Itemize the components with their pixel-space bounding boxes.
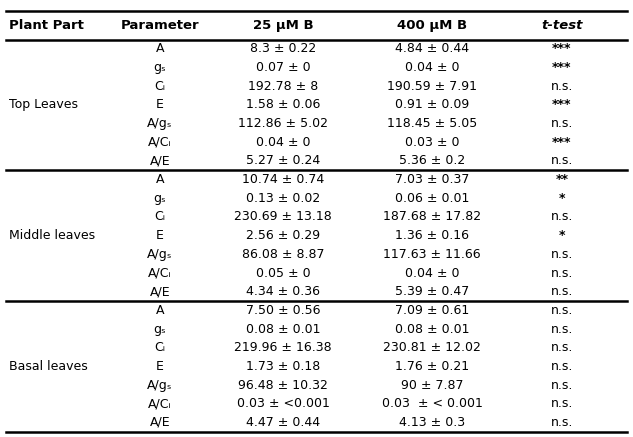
Text: gₛ: gₛ	[154, 323, 166, 336]
Text: Parameter: Parameter	[120, 19, 199, 32]
Text: n.s.: n.s.	[551, 304, 573, 317]
Text: 1.73 ± 0.18: 1.73 ± 0.18	[246, 360, 320, 373]
Text: 0.08 ± 0.01: 0.08 ± 0.01	[395, 323, 469, 336]
Text: 0.03 ± 0: 0.03 ± 0	[404, 136, 460, 149]
Text: 90 ± 7.87: 90 ± 7.87	[401, 378, 463, 392]
Text: 7.03 ± 0.37: 7.03 ± 0.37	[395, 173, 469, 186]
Text: 0.03  ± < 0.001: 0.03 ± < 0.001	[382, 397, 482, 410]
Text: ***: ***	[552, 42, 572, 55]
Text: A/E: A/E	[149, 285, 170, 298]
Text: 1.58 ± 0.06: 1.58 ± 0.06	[246, 98, 320, 111]
Text: ***: ***	[552, 98, 572, 111]
Text: A/gₛ: A/gₛ	[147, 248, 173, 261]
Text: t-test: t-test	[541, 19, 582, 32]
Text: A: A	[156, 173, 164, 186]
Text: A/gₛ: A/gₛ	[147, 378, 173, 392]
Text: 230.81 ± 12.02: 230.81 ± 12.02	[383, 341, 481, 354]
Text: n.s.: n.s.	[551, 323, 573, 336]
Text: 1.76 ± 0.21: 1.76 ± 0.21	[395, 360, 469, 373]
Text: 0.13 ± 0.02: 0.13 ± 0.02	[246, 192, 320, 205]
Text: E: E	[156, 229, 164, 242]
Text: 0.07 ± 0: 0.07 ± 0	[256, 61, 311, 74]
Text: A/Cᵢ: A/Cᵢ	[148, 136, 172, 149]
Text: ***: ***	[552, 61, 572, 74]
Text: 1.36 ± 0.16: 1.36 ± 0.16	[395, 229, 469, 242]
Text: 4.13 ± 0.3: 4.13 ± 0.3	[399, 416, 465, 429]
Text: 4.47 ± 0.44: 4.47 ± 0.44	[246, 416, 320, 429]
Text: A/E: A/E	[149, 416, 170, 429]
Text: 0.08 ± 0.01: 0.08 ± 0.01	[246, 323, 320, 336]
Text: 5.36 ± 0.2: 5.36 ± 0.2	[399, 154, 465, 167]
Text: n.s.: n.s.	[551, 80, 573, 93]
Text: n.s.: n.s.	[551, 416, 573, 429]
Text: A/E: A/E	[149, 154, 170, 167]
Text: 112.86 ± 5.02: 112.86 ± 5.02	[238, 117, 329, 130]
Text: gₛ: gₛ	[154, 192, 166, 205]
Text: 192.78 ± 8: 192.78 ± 8	[248, 80, 318, 93]
Text: 8.3 ± 0.22: 8.3 ± 0.22	[250, 42, 316, 55]
Text: 0.04 ± 0: 0.04 ± 0	[256, 136, 311, 149]
Text: n.s.: n.s.	[551, 154, 573, 167]
Text: 5.27 ± 0.24: 5.27 ± 0.24	[246, 154, 320, 167]
Text: 5.39 ± 0.47: 5.39 ± 0.47	[395, 285, 469, 298]
Text: ***: ***	[552, 136, 572, 149]
Text: **: **	[555, 173, 568, 186]
Text: 4.34 ± 0.36: 4.34 ± 0.36	[246, 285, 320, 298]
Text: E: E	[156, 360, 164, 373]
Text: 96.48 ± 10.32: 96.48 ± 10.32	[239, 378, 328, 392]
Text: 118.45 ± 5.05: 118.45 ± 5.05	[387, 117, 477, 130]
Text: 0.03 ± <0.001: 0.03 ± <0.001	[237, 397, 330, 410]
Text: E: E	[156, 98, 164, 111]
Text: 10.74 ± 0.74: 10.74 ± 0.74	[242, 173, 324, 186]
Text: Cᵢ: Cᵢ	[154, 211, 165, 223]
Text: 4.84 ± 0.44: 4.84 ± 0.44	[395, 42, 469, 55]
Text: 230.69 ± 13.18: 230.69 ± 13.18	[234, 211, 332, 223]
Text: 219.96 ± 16.38: 219.96 ± 16.38	[234, 341, 332, 354]
Text: 0.04 ± 0: 0.04 ± 0	[404, 267, 460, 280]
Text: A: A	[156, 42, 164, 55]
Text: *: *	[558, 229, 565, 242]
Text: Basal leaves: Basal leaves	[9, 360, 88, 373]
Text: A/Cᵢ: A/Cᵢ	[148, 397, 172, 410]
Text: 0.06 ± 0.01: 0.06 ± 0.01	[395, 192, 469, 205]
Text: n.s.: n.s.	[551, 117, 573, 130]
Text: 0.91 ± 0.09: 0.91 ± 0.09	[395, 98, 469, 111]
Text: 7.50 ± 0.56: 7.50 ± 0.56	[246, 304, 320, 317]
Text: n.s.: n.s.	[551, 341, 573, 354]
Text: 0.04 ± 0: 0.04 ± 0	[404, 61, 460, 74]
Text: 7.09 ± 0.61: 7.09 ± 0.61	[395, 304, 469, 317]
Text: gₛ: gₛ	[154, 61, 166, 74]
Text: Cᵢ: Cᵢ	[154, 341, 165, 354]
Text: 190.59 ± 7.91: 190.59 ± 7.91	[387, 80, 477, 93]
Text: n.s.: n.s.	[551, 211, 573, 223]
Text: 2.56 ± 0.29: 2.56 ± 0.29	[246, 229, 320, 242]
Text: Top Leaves: Top Leaves	[9, 98, 78, 111]
Text: *: *	[558, 192, 565, 205]
Text: 0.05 ± 0: 0.05 ± 0	[256, 267, 311, 280]
Text: 117.63 ± 11.66: 117.63 ± 11.66	[383, 248, 481, 261]
Text: A: A	[156, 304, 164, 317]
Text: 86.08 ± 8.87: 86.08 ± 8.87	[242, 248, 325, 261]
Text: 187.68 ± 17.82: 187.68 ± 17.82	[383, 211, 481, 223]
Text: Middle leaves: Middle leaves	[9, 229, 96, 242]
Text: n.s.: n.s.	[551, 267, 573, 280]
Text: Cᵢ: Cᵢ	[154, 80, 165, 93]
Text: n.s.: n.s.	[551, 397, 573, 410]
Text: n.s.: n.s.	[551, 378, 573, 392]
Text: n.s.: n.s.	[551, 360, 573, 373]
Text: A/Cᵢ: A/Cᵢ	[148, 267, 172, 280]
Text: 400 μM B: 400 μM B	[397, 19, 467, 32]
Text: n.s.: n.s.	[551, 285, 573, 298]
Text: 25 μM B: 25 μM B	[253, 19, 313, 32]
Text: n.s.: n.s.	[551, 248, 573, 261]
Text: A/gₛ: A/gₛ	[147, 117, 173, 130]
Text: Plant Part: Plant Part	[9, 19, 84, 32]
